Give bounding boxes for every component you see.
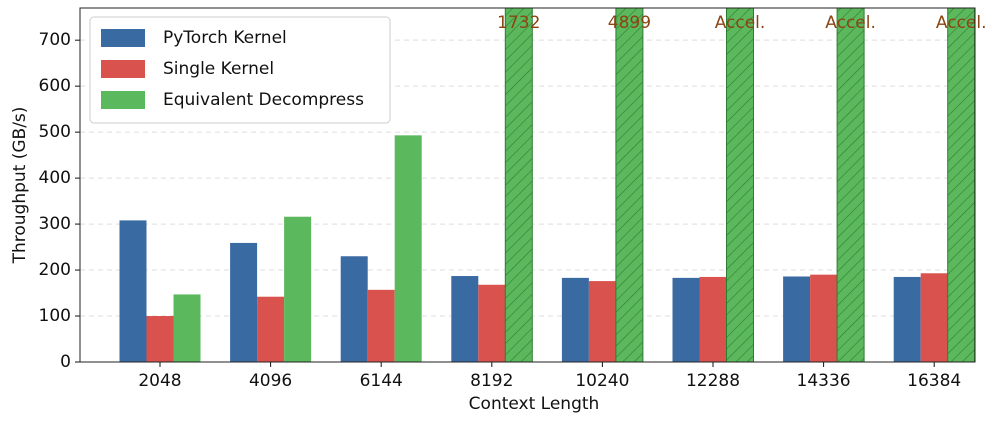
legend-swatch: [101, 60, 145, 78]
bar: [230, 242, 258, 362]
bar-hatch: [615, 7, 644, 363]
value-label: Accel.: [825, 13, 876, 33]
y-tick-label: 0: [60, 352, 71, 372]
bar-hatch: [504, 7, 533, 363]
bar: [146, 316, 174, 362]
bar: [478, 284, 506, 362]
bar: [893, 276, 921, 362]
bar: [783, 276, 811, 362]
bar: [284, 216, 312, 362]
value-label: 4899: [608, 13, 651, 33]
legend: PyTorch Kernel Single Kernel Equivalent De…: [89, 16, 391, 124]
value-label: 1732: [497, 13, 540, 33]
bar: [119, 220, 147, 362]
bar-hatch: [836, 7, 865, 363]
legend-swatch: [101, 91, 145, 109]
x-tick-label: 8192: [470, 371, 513, 391]
value-label: Accel.: [936, 13, 987, 33]
x-tick-label: 4096: [249, 371, 292, 391]
bar: [340, 256, 368, 362]
bar: [810, 274, 838, 362]
bar: [920, 273, 948, 362]
bar: [588, 281, 616, 362]
x-tick-label: 12288: [686, 371, 740, 391]
bar-hatch: [726, 7, 754, 363]
bar: [561, 277, 589, 362]
x-tick-label: 6144: [360, 371, 403, 391]
y-tick-label: 200: [39, 260, 71, 280]
y-tick-label: 700: [39, 30, 71, 50]
bar: [394, 135, 422, 362]
x-tick-label: 16384: [907, 371, 961, 391]
bar: [672, 277, 700, 362]
bar: [699, 276, 727, 362]
legend-box: [89, 16, 391, 124]
x-tick-label: 14336: [797, 371, 851, 391]
y-tick-label: 400: [39, 168, 71, 188]
bar: [451, 276, 479, 362]
legend-swatch: [101, 29, 145, 47]
y-tick-label: 600: [39, 76, 71, 96]
bar: [367, 289, 395, 362]
y-tick-label: 100: [39, 306, 71, 326]
x-axis-label: Context Length: [469, 394, 600, 414]
y-tick-label: 500: [39, 122, 71, 142]
bar-hatch: [947, 7, 976, 363]
x-tick-label: 2048: [138, 371, 181, 391]
y-axis-label: Throughput (GB/s): [10, 107, 30, 265]
plot-frame: [79, 7, 976, 363]
legend-label: Equivalent Decompress: [163, 90, 364, 110]
x-tick-label: 10240: [575, 371, 629, 391]
y-tick-label: 300: [39, 214, 71, 234]
legend-label: Single Kernel: [163, 59, 274, 79]
bar: [173, 294, 201, 362]
legend-label: PyTorch Kernel: [163, 28, 287, 48]
bar: [257, 296, 285, 362]
value-label: Accel.: [715, 13, 766, 33]
